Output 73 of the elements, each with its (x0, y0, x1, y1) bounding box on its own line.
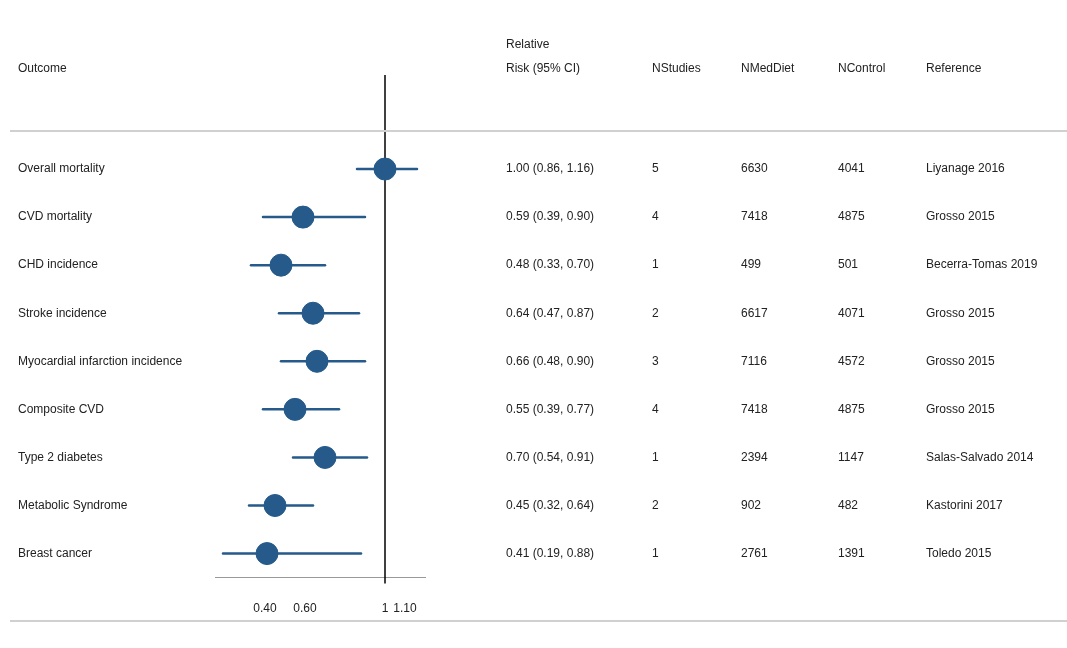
text: Kastorini 2017 (926, 497, 1004, 512)
text: 1391 (838, 545, 866, 560)
text: NMedDiet (741, 61, 796, 76)
point (301, 301, 325, 325)
x-tick-label: 1.10 (393, 601, 417, 616)
text: 3 (652, 353, 659, 368)
point (269, 253, 293, 277)
text: Grosso 2015 (926, 305, 996, 320)
y-tick-label: Composite CVD (18, 401, 105, 416)
text: Salas-Salvado 2014 (926, 449, 1034, 464)
text: Grosso 2015 (926, 209, 996, 224)
point (283, 397, 307, 421)
text: Becerra-Tomas 2019 (926, 257, 1038, 272)
text: 1 (652, 257, 659, 272)
text: Grosso 2015 (926, 401, 996, 416)
data-label: 0.41 (0.19, 0.88) (506, 545, 595, 560)
text: 2761 (741, 545, 769, 560)
data-label: 0.64 (0.47, 0.87) (506, 305, 595, 320)
text: Reference (926, 61, 982, 76)
point (305, 349, 329, 373)
text: 4041 (838, 161, 866, 176)
y-tick-label: Metabolic Syndrome (18, 497, 128, 512)
y-tick-label: Breast cancer (18, 545, 93, 560)
y-tick-label: CVD mortality (18, 209, 93, 224)
data-label: 0.66 (0.48, 0.90) (506, 353, 595, 368)
point (255, 542, 279, 566)
x-tick-label: 0.40 (253, 601, 277, 616)
data-label: 0.55 (0.39, 0.77) (506, 401, 595, 416)
y-tick-label: Type 2 diabetes (18, 449, 103, 464)
text: Outcome (18, 61, 68, 76)
y-tick-label: Myocardial infarction incidence (18, 353, 183, 368)
y-tick-label: CHD incidence (18, 257, 99, 272)
text: 1147 (838, 449, 865, 464)
text: Liyanage 2016 (926, 161, 1006, 176)
text: 5 (652, 161, 659, 176)
text: 2 (652, 497, 659, 512)
text: Grosso 2015 (926, 353, 996, 368)
text: 902 (741, 497, 762, 512)
text: 4875 (838, 209, 866, 224)
text: 7418 (741, 401, 769, 416)
text: Relative Risk (95% CI) (506, 37, 581, 76)
data-label: 0.59 (0.39, 0.90) (506, 209, 595, 224)
x-tick-label: 1 (381, 601, 389, 616)
point (313, 445, 337, 469)
text: 2 (652, 305, 659, 320)
text: 4875 (838, 401, 866, 416)
text: NStudies (652, 61, 701, 76)
text: 4 (652, 401, 659, 416)
x-tick-label: 0.60 (293, 601, 317, 616)
y-tick-label: Stroke incidence (18, 305, 108, 320)
text: 4071 (838, 305, 866, 320)
text: NControl (838, 61, 886, 76)
text: 499 (741, 257, 762, 272)
text: 7418 (741, 209, 769, 224)
data-label: 0.45 (0.32, 0.64) (506, 497, 595, 512)
data-label: 0.48 (0.33, 0.70) (506, 257, 595, 272)
data-label: 1.00 (0.86, 1.16) (506, 161, 595, 176)
text: 2394 (741, 449, 769, 464)
point (263, 494, 287, 517)
y-tick-label: Overall mortality (18, 161, 105, 176)
point (373, 157, 397, 181)
text: Toledo 2015 (926, 545, 992, 560)
text: 4 (652, 209, 659, 224)
text: 4572 (838, 353, 866, 368)
text: 482 (838, 497, 859, 512)
data-label: 0.70 (0.54, 0.91) (506, 449, 595, 464)
text: 6617 (741, 305, 769, 320)
text: 1 (652, 545, 659, 560)
text: 1 (652, 449, 659, 464)
text: 7116 (741, 353, 768, 368)
text: 6630 (741, 161, 769, 176)
point (291, 205, 315, 229)
text: 501 (838, 257, 859, 272)
